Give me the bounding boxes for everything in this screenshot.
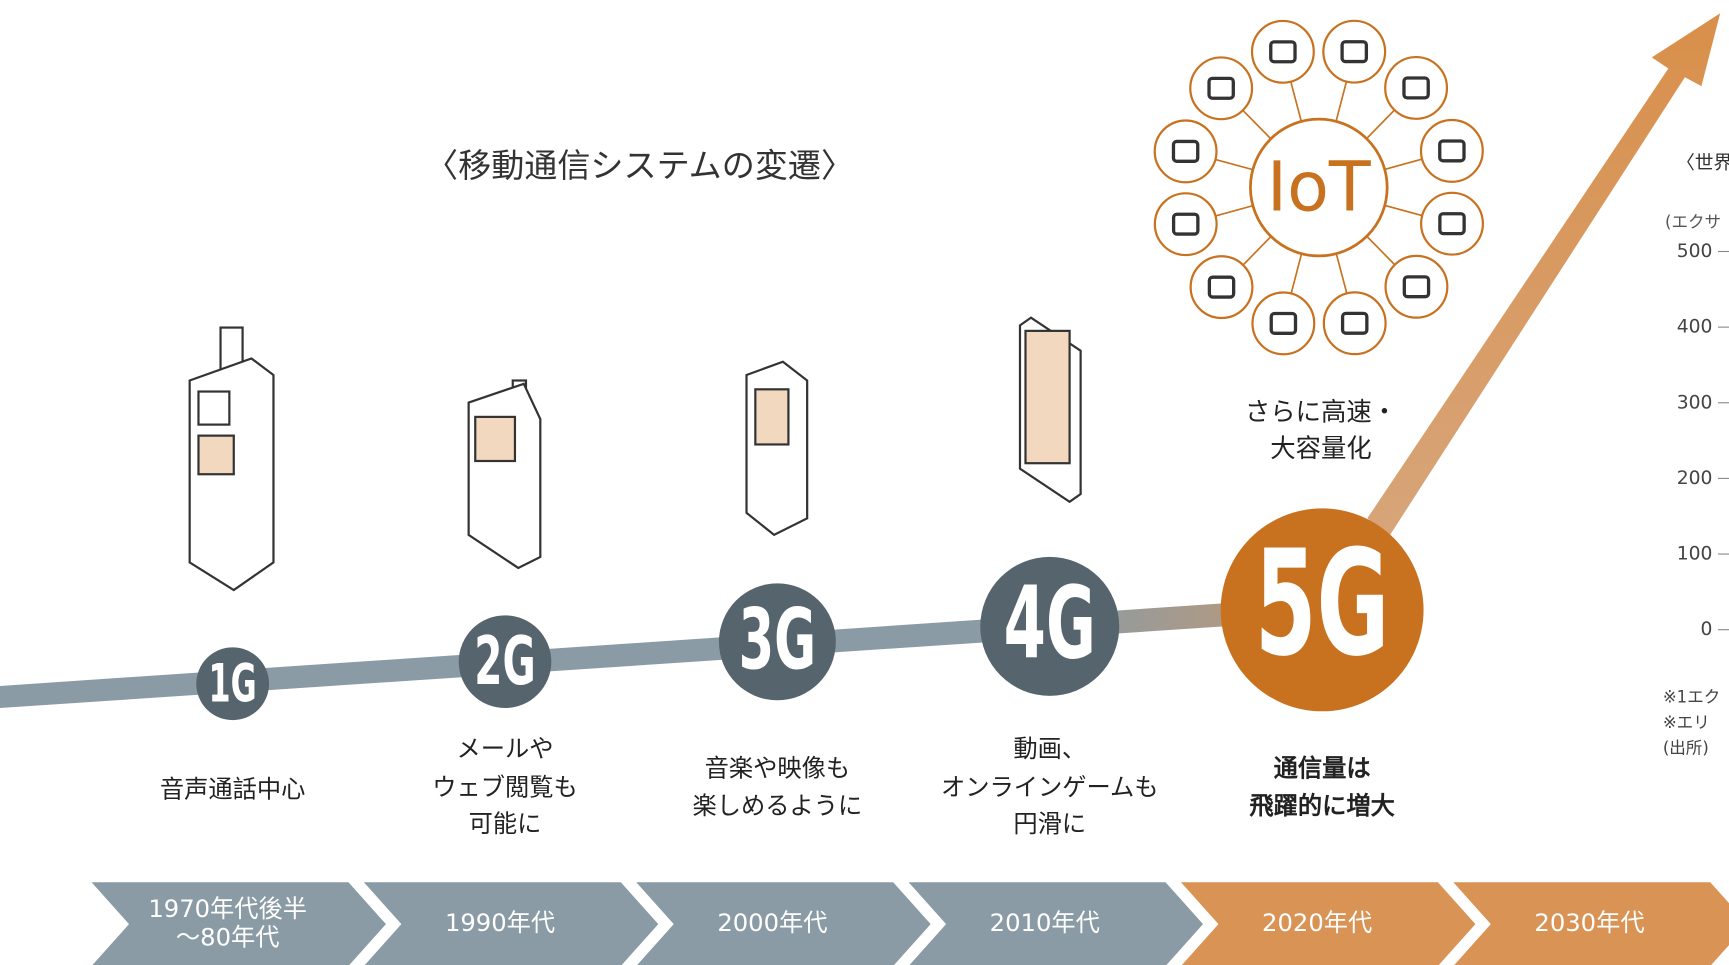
generation-label: 4G	[1004, 566, 1096, 682]
iot-device	[1189, 56, 1254, 121]
generation-label: 1G	[209, 654, 257, 714]
iot-icon	[1269, 311, 1298, 335]
y-tick-label: 500	[1677, 241, 1713, 262]
side-chart-note: ※エリ	[1663, 713, 1710, 732]
iot-icon	[1207, 275, 1236, 299]
generation-description: 可能に	[469, 809, 542, 838]
iot-device	[1153, 192, 1218, 257]
generation-badge	[718, 583, 836, 701]
y-tick-label: 300	[1677, 392, 1713, 413]
iot-device	[1419, 118, 1484, 183]
iot-icon	[1171, 139, 1200, 163]
era-chevron	[91, 882, 386, 965]
iot-label: IoT	[1267, 148, 1371, 227]
iot-device	[1251, 291, 1316, 356]
generation-description: 円滑に	[1013, 809, 1086, 838]
side-chart-title: 〈世界	[1676, 153, 1729, 174]
y-tick-label: 100	[1677, 544, 1713, 565]
iot-hub	[1249, 117, 1389, 258]
iot-icon	[1402, 275, 1431, 299]
iot-device	[1322, 291, 1387, 356]
iot-device	[1420, 191, 1484, 256]
era-label: 1990年代	[445, 908, 555, 937]
generation-description: 通信量は	[1274, 754, 1371, 783]
y-tick-label: 400	[1677, 317, 1713, 338]
generation-badge	[1220, 508, 1424, 712]
iot-device	[1322, 19, 1387, 84]
generation-description: 動画、	[1013, 734, 1086, 763]
iot-icon	[1171, 212, 1200, 236]
era-chevron	[908, 882, 1204, 965]
title: 〈移動通信システムの変遷〉	[425, 146, 854, 185]
side-chart-unit: (エクサ	[1665, 212, 1721, 231]
y-tick-label: 200	[1677, 468, 1713, 489]
era-label: 〜80年代	[176, 922, 280, 951]
side-chart-note: ※1エク	[1663, 688, 1720, 707]
generation-badge	[196, 647, 270, 721]
tagline: 大容量化	[1270, 433, 1371, 463]
era-chevron	[363, 882, 659, 965]
era-chevron	[1180, 882, 1476, 965]
side-chart-note: (出所)	[1663, 738, 1709, 757]
y-tick-label: 0	[1701, 619, 1713, 640]
iot-icon	[1207, 76, 1235, 100]
iot-icon	[1438, 212, 1466, 236]
generation-badge	[980, 556, 1120, 696]
era-label: 2010年代	[990, 908, 1100, 937]
iot-icon	[1438, 139, 1466, 163]
iot-device	[1384, 55, 1449, 120]
iot-device	[1384, 254, 1449, 319]
generation-description: 音楽や映像も	[705, 754, 851, 783]
tagline: さらに高速・	[1245, 397, 1397, 427]
iot-device	[1189, 255, 1254, 320]
iot-icon	[1340, 311, 1369, 335]
phones	[188, 316, 1082, 592]
era-label: 2000年代	[717, 908, 827, 937]
generation-label: 2G	[474, 622, 535, 699]
iot-icon	[1340, 40, 1369, 64]
iot-device	[1250, 19, 1315, 84]
generation-description: メールや	[457, 734, 554, 763]
generation-label: 3G	[739, 591, 817, 689]
generation-description: 音声通話中心	[160, 775, 306, 804]
generation-label: 5G	[1255, 520, 1390, 689]
generation-description: 楽しめるように	[693, 791, 863, 820]
era-chevron	[636, 882, 931, 965]
generation-description: 飛躍的に増大	[1249, 791, 1395, 820]
generation-description: オンラインゲームも	[941, 772, 1159, 801]
iot-icon	[1269, 40, 1297, 64]
era-label: 1970年代後半	[148, 894, 307, 923]
iot-device	[1153, 119, 1218, 184]
era-label: 2020年代	[1262, 908, 1372, 937]
era-label: 2030年代	[1534, 908, 1644, 937]
timeline-band	[0, 13, 1721, 708]
generation-description: ウェブ閲覧も	[432, 772, 578, 801]
iot-icon	[1402, 76, 1430, 100]
era-chevron	[1453, 882, 1729, 965]
generation-badge	[458, 615, 552, 708]
